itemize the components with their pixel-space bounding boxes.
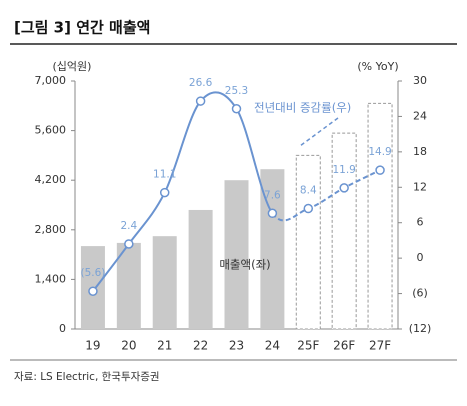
marker <box>375 165 385 175</box>
source: 자료: LS Electric, 한국투자증권 <box>14 371 160 383</box>
bar <box>331 132 357 330</box>
marker <box>159 187 170 198</box>
y2-unit-label: (% YoY) <box>357 60 398 73</box>
marker <box>339 183 349 193</box>
bar <box>116 242 141 329</box>
legend-label: 매출액(좌) <box>219 258 270 272</box>
x-tick-label: 25F <box>297 339 319 353</box>
x-tick-label: 19 <box>85 339 100 353</box>
x-tick-label: 26F <box>333 339 355 353</box>
y2-tick-label: 12 <box>413 180 427 193</box>
y-tick-label: 0 <box>59 322 66 335</box>
marker <box>231 104 242 114</box>
legend-label: 전년대비 증감률(우) <box>254 101 351 115</box>
y-unit-label: (십억원) <box>53 60 92 73</box>
data-label: (5.6) <box>80 267 105 279</box>
marker <box>195 96 206 106</box>
chart-title: [그림 3] 연간 매출액 <box>14 19 150 37</box>
y2-tick-label: 6 <box>417 216 424 229</box>
y-tick-label: 1,400 <box>35 272 67 285</box>
y2-tick-label: 24 <box>413 109 427 122</box>
x-tick-label: 20 <box>121 339 136 353</box>
y-tick-label: 2,800 <box>35 223 67 236</box>
data-label: 11.1 <box>153 169 176 181</box>
marker <box>267 208 278 219</box>
marker <box>124 239 134 249</box>
data-label: 25.3 <box>225 85 248 97</box>
bar <box>188 209 213 329</box>
x-tick-label: 27F <box>369 339 391 353</box>
bar <box>152 236 177 329</box>
data-label: 11.9 <box>332 164 355 176</box>
y2-tick-label: 30 <box>413 74 427 87</box>
x-tick-label: 21 <box>157 339 172 353</box>
data-label: 14.9 <box>368 146 391 158</box>
x-tick-label: 24 <box>265 339 280 353</box>
data-label: 26.6 <box>189 77 213 89</box>
marker <box>303 203 314 214</box>
y-tick-label: 5,600 <box>35 124 67 137</box>
y2-tick-label: (12) <box>409 322 432 335</box>
x-tick-label: 22 <box>193 339 208 353</box>
marker <box>88 286 98 296</box>
y2-tick-label: 0 <box>417 251 424 264</box>
bar <box>295 154 321 330</box>
y2-tick-label: (6) <box>412 287 428 300</box>
legend-leader <box>299 117 339 147</box>
data-label: 2.4 <box>120 220 137 232</box>
bar <box>224 180 249 329</box>
line-forecast <box>271 169 381 222</box>
y-tick-label: 7,000 <box>35 74 67 87</box>
bar <box>367 102 393 330</box>
data-label: 8.4 <box>300 185 317 197</box>
data-label: 7.6 <box>264 189 281 201</box>
y-tick-label: 4,200 <box>35 173 67 186</box>
y2-tick-label: 18 <box>413 145 427 158</box>
x-tick-label: 23 <box>229 339 244 353</box>
